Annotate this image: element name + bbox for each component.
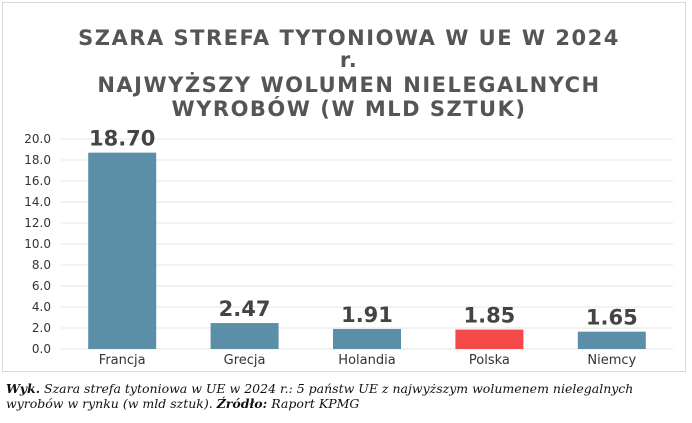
y-tick-label: 6.0 xyxy=(32,279,51,293)
x-axis-categories: Francja Grecja Holandia Polska Niemcy xyxy=(99,353,637,368)
chart-title-line-1: SZARA STREFA TYTONIOWA W UE W 2024 xyxy=(78,26,620,50)
chart-title-line-4: WYROBÓW (W MLD SZTUK) xyxy=(172,96,527,121)
y-tick-label: 20.0 xyxy=(24,132,51,146)
chart-title: SZARA STREFA TYTONIOWA W UE W 2024 r. NA… xyxy=(78,26,620,121)
bar-francja xyxy=(88,152,157,349)
data-label-grecja: 2.47 xyxy=(219,297,271,321)
y-axis-ticks: 0.0 2.0 4.0 6.0 8.0 10.0 12.0 14.0 16.0 18.0 20.0 xyxy=(24,132,51,356)
bars xyxy=(88,152,646,349)
gridlines xyxy=(61,138,673,350)
figure-caption: Wyk. Szara strefa tytoniowa w UE w 2024 … xyxy=(6,381,686,411)
caption-source-text: Raport KPMG xyxy=(271,396,360,411)
y-tick-label: 8.0 xyxy=(32,258,51,272)
bar-niemcy xyxy=(577,331,646,349)
category-label-grecja: Grecja xyxy=(224,353,266,368)
caption-source-label: Źródło: xyxy=(216,396,268,411)
y-tick-label: 12.0 xyxy=(24,216,51,230)
data-label-polska: 1.85 xyxy=(463,304,515,328)
bar-polska xyxy=(455,329,524,349)
y-tick-label: 18.0 xyxy=(24,153,51,167)
y-tick-label: 16.0 xyxy=(24,174,51,188)
y-tick-label: 14.0 xyxy=(24,195,51,209)
chart-title-line-2: r. xyxy=(340,48,358,72)
bar-chart: SZARA STREFA TYTONIOWA W UE W 2024 r. NA… xyxy=(24,26,673,368)
data-label-niemcy: 1.65 xyxy=(586,306,638,330)
bar-holandia xyxy=(333,328,401,349)
y-tick-label: 4.0 xyxy=(32,300,51,314)
y-tick-label: 10.0 xyxy=(24,237,51,251)
chart-frame: SZARA STREFA TYTONIOWA W UE W 2024 r. NA… xyxy=(2,2,686,372)
data-labels: 18.70 2.47 1.91 1.85 1.65 xyxy=(89,127,638,330)
category-label-polska: Polska xyxy=(469,353,510,368)
bar-grecja xyxy=(210,323,279,349)
chart-title-line-3: NAJWYŻSZY WOLUMEN NIELEGALNYCH xyxy=(97,72,600,97)
data-label-francja: 18.70 xyxy=(89,127,155,151)
caption-text: Szara strefa tytoniowa w UE w 2024 r.: 5… xyxy=(6,381,634,411)
caption-label: Wyk. xyxy=(6,381,41,396)
y-tick-label: 0.0 xyxy=(32,342,51,356)
category-label-holandia: Holandia xyxy=(338,353,395,368)
category-label-niemcy: Niemcy xyxy=(587,353,636,368)
category-label-francja: Francja xyxy=(99,353,146,368)
data-label-holandia: 1.91 xyxy=(341,303,393,327)
y-tick-label: 2.0 xyxy=(32,321,51,335)
